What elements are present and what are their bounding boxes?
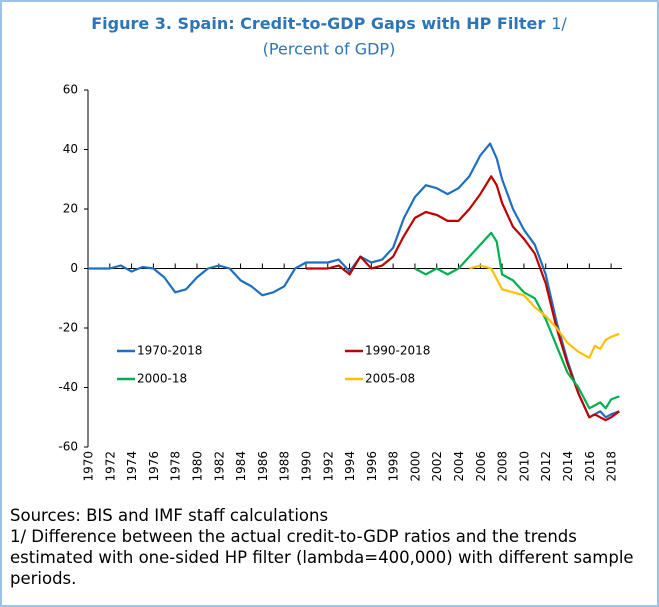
x-tick-label: 2014 <box>561 451 575 482</box>
x-tick-label: 2008 <box>496 451 510 482</box>
y-tick-label: -60 <box>58 440 78 454</box>
x-tick-label: 2002 <box>430 451 444 482</box>
x-tick-label: 1972 <box>103 451 117 482</box>
x-tick-label: 2018 <box>605 451 619 482</box>
x-tick-label: 2012 <box>539 451 553 482</box>
notes: Sources: BIS and IMF staff calculations … <box>10 505 650 589</box>
legend-label: 2005-08 <box>365 372 415 386</box>
x-tick-label: 1988 <box>278 451 292 482</box>
x-tick-label: 1990 <box>299 451 313 482</box>
chart: Figure 3. Spain: Credit-to-GDP Gaps with… <box>58 14 622 482</box>
chart-title: Figure 3. Spain: Credit-to-GDP Gaps with… <box>91 14 567 33</box>
legend-label: 2000-18 <box>137 372 187 386</box>
x-tick-label: 1994 <box>343 451 357 482</box>
x-tick-label: 2000 <box>408 451 422 482</box>
series-line <box>469 264 620 359</box>
y-tick-label: -20 <box>58 321 78 335</box>
x-tick-label: 1980 <box>190 451 204 482</box>
x-tick-label: 2010 <box>517 451 531 482</box>
legend-label: 1970-2018 <box>137 344 202 358</box>
title-text: Figure 3. Spain: Credit-to-GDP Gaps with… <box>91 14 545 33</box>
x-tick-label: 1984 <box>234 451 248 482</box>
note: 1/ Difference between the actual credit-… <box>10 527 634 588</box>
series-line <box>88 142 620 419</box>
y-tick-label: 40 <box>63 142 78 156</box>
source: Sources: BIS and IMF staff calculations <box>10 506 329 525</box>
y-tick-label: 0 <box>70 261 78 275</box>
x-tick-label: 1974 <box>125 451 139 482</box>
x-tick-label: 1978 <box>169 451 183 482</box>
y-tick-label: 60 <box>63 83 78 97</box>
x-tick-label: 2004 <box>452 451 466 482</box>
x-tick-label: 2016 <box>583 451 597 482</box>
y-tick-label: -40 <box>58 380 78 394</box>
x-tick-label: 1986 <box>256 451 270 482</box>
x-tick-label: 1996 <box>365 451 379 482</box>
x-tick-label: 2006 <box>474 451 488 482</box>
y-tick-label: 20 <box>63 202 78 216</box>
x-tick-label: 1970 <box>82 451 96 482</box>
x-tick-label: 1982 <box>212 451 226 482</box>
series-line <box>414 231 620 410</box>
x-tick-label: 1992 <box>321 451 335 482</box>
legend-label: 1990-2018 <box>365 344 430 358</box>
series-line <box>306 175 620 422</box>
chart-subtitle: (Percent of GDP) <box>263 40 396 59</box>
title-note: 1/ <box>551 14 567 33</box>
x-tick-label: 1998 <box>387 451 401 482</box>
x-tick-label: 1976 <box>147 451 161 482</box>
